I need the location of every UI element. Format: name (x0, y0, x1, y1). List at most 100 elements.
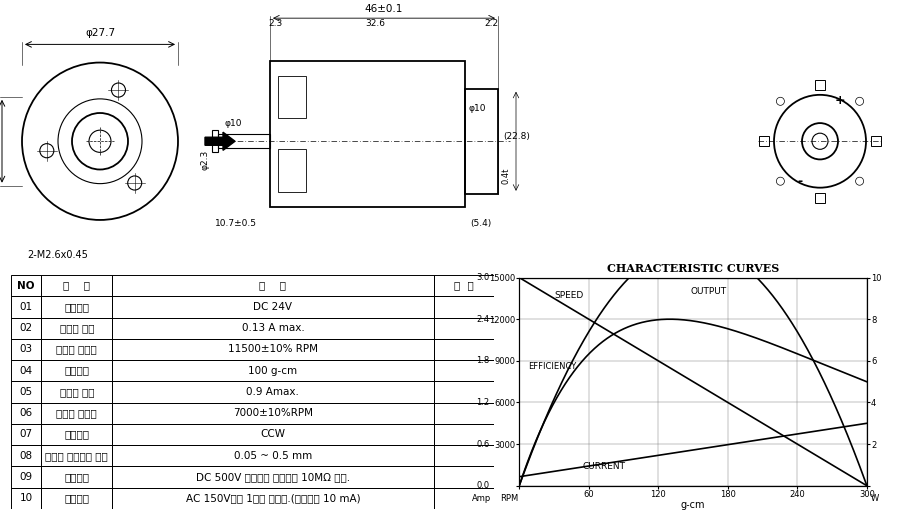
Text: CURRENT: CURRENT (583, 462, 625, 471)
Text: Amp: Amp (472, 494, 491, 503)
Text: 06: 06 (20, 408, 32, 418)
Text: 01: 01 (20, 302, 32, 312)
Bar (11, 318, 41, 339)
Text: 07: 07 (20, 429, 32, 439)
Text: 10: 10 (20, 493, 32, 503)
Text: EFFICIENCY: EFFICIENCY (528, 362, 576, 371)
Text: φ27.7: φ27.7 (85, 28, 115, 39)
Bar (41, 339, 112, 360)
X-axis label: g-cm: g-cm (680, 500, 704, 510)
Bar (11, 424, 41, 445)
Bar (815, 80, 824, 90)
Bar (433, 402, 493, 424)
Bar (112, 424, 433, 445)
Text: 0.13 A max.: 0.13 A max. (241, 323, 304, 333)
Text: φ10: φ10 (468, 104, 486, 114)
Text: 출력축 트러스트 범위: 출력축 트러스트 범위 (45, 451, 108, 461)
Text: NO: NO (17, 281, 35, 290)
Bar (41, 318, 112, 339)
Bar (11, 275, 41, 296)
Text: 02: 02 (20, 323, 32, 333)
Bar (41, 275, 112, 296)
Bar (870, 136, 880, 146)
Bar (112, 488, 433, 509)
Bar (41, 360, 112, 381)
Text: SPEED: SPEED (553, 291, 583, 300)
Text: φ10: φ10 (225, 119, 242, 127)
Bar (41, 466, 112, 488)
Bar (212, 130, 217, 152)
Text: W: W (870, 494, 878, 503)
Bar (433, 445, 493, 466)
Bar (433, 339, 493, 360)
Bar (270, 61, 465, 207)
Text: -: - (796, 175, 802, 188)
Text: 7000±10%RPM: 7000±10%RPM (233, 408, 313, 418)
Text: DC 500V 메가기로 측정하여 10MΩ 이상.: DC 500V 메가기로 측정하여 10MΩ 이상. (196, 472, 350, 482)
Text: 10.7±0.5: 10.7±0.5 (215, 219, 257, 228)
Text: φ2.3: φ2.3 (201, 149, 210, 170)
Text: 무부하 전류: 무부하 전류 (60, 323, 94, 333)
Bar (112, 296, 433, 318)
Text: 부하시 회전수: 부하시 회전수 (56, 408, 97, 418)
Text: 회전방향: 회전방향 (64, 429, 89, 439)
Text: 1.2: 1.2 (476, 398, 489, 407)
Text: 0.9 Amax.: 0.9 Amax. (246, 387, 299, 397)
Text: 46±0.1: 46±0.1 (364, 4, 402, 14)
Bar (41, 424, 112, 445)
Text: (5.4): (5.4) (470, 219, 491, 228)
Text: 절연내압: 절연내압 (64, 493, 89, 503)
Text: (22.8): (22.8) (502, 132, 529, 141)
Bar (433, 381, 493, 402)
Text: 32.6: 32.6 (364, 19, 384, 28)
Bar (433, 360, 493, 381)
Text: 08: 08 (20, 451, 32, 461)
Text: 03: 03 (20, 344, 32, 355)
Text: 2.2: 2.2 (483, 19, 498, 28)
Bar (433, 296, 493, 318)
FancyArrow shape (205, 132, 235, 150)
Bar (11, 402, 41, 424)
Bar (112, 445, 433, 466)
Bar (11, 445, 41, 466)
Text: AC 150V에서 1초간 견력스.(누설전류 10 mA): AC 150V에서 1초간 견력스.(누설전류 10 mA) (186, 493, 360, 503)
Bar (278, 150, 306, 192)
Text: 09: 09 (20, 472, 32, 482)
Text: %: % (900, 494, 902, 503)
Text: 절연저항: 절연저항 (64, 472, 89, 482)
Bar (759, 136, 769, 146)
Bar (815, 193, 824, 203)
Bar (433, 488, 493, 509)
Title: CHARACTERISTIC CURVES: CHARACTERISTIC CURVES (606, 263, 778, 274)
Bar (41, 402, 112, 424)
Text: 05: 05 (20, 387, 32, 397)
Text: 사용전압: 사용전압 (64, 302, 89, 312)
Text: 부하시 전류: 부하시 전류 (60, 387, 94, 397)
Text: 0.6: 0.6 (476, 439, 489, 449)
Text: 비  고: 비 고 (454, 281, 473, 290)
Bar (41, 381, 112, 402)
Bar (112, 402, 433, 424)
Bar (112, 275, 433, 296)
Bar (41, 445, 112, 466)
Bar (112, 381, 433, 402)
Bar (112, 360, 433, 381)
Text: 0.4t: 0.4t (502, 167, 511, 183)
Bar (112, 339, 433, 360)
Text: 0.0: 0.0 (476, 481, 489, 490)
Bar (11, 488, 41, 509)
Bar (11, 381, 41, 402)
Bar (278, 76, 306, 118)
Bar (112, 466, 433, 488)
Bar (11, 296, 41, 318)
Text: 2.4: 2.4 (476, 315, 489, 324)
Text: 2.3: 2.3 (268, 19, 281, 28)
Text: 1.8: 1.8 (476, 356, 489, 365)
Text: 3.0: 3.0 (476, 273, 489, 282)
Text: 무부하 회전수: 무부하 회전수 (56, 344, 97, 355)
Text: 정격부하: 정격부하 (64, 365, 89, 376)
Bar (433, 466, 493, 488)
Bar (41, 488, 112, 509)
Text: 0.05 ~ 0.5 mm: 0.05 ~ 0.5 mm (234, 451, 312, 461)
Text: 2-M2.6x0.45: 2-M2.6x0.45 (27, 250, 87, 260)
